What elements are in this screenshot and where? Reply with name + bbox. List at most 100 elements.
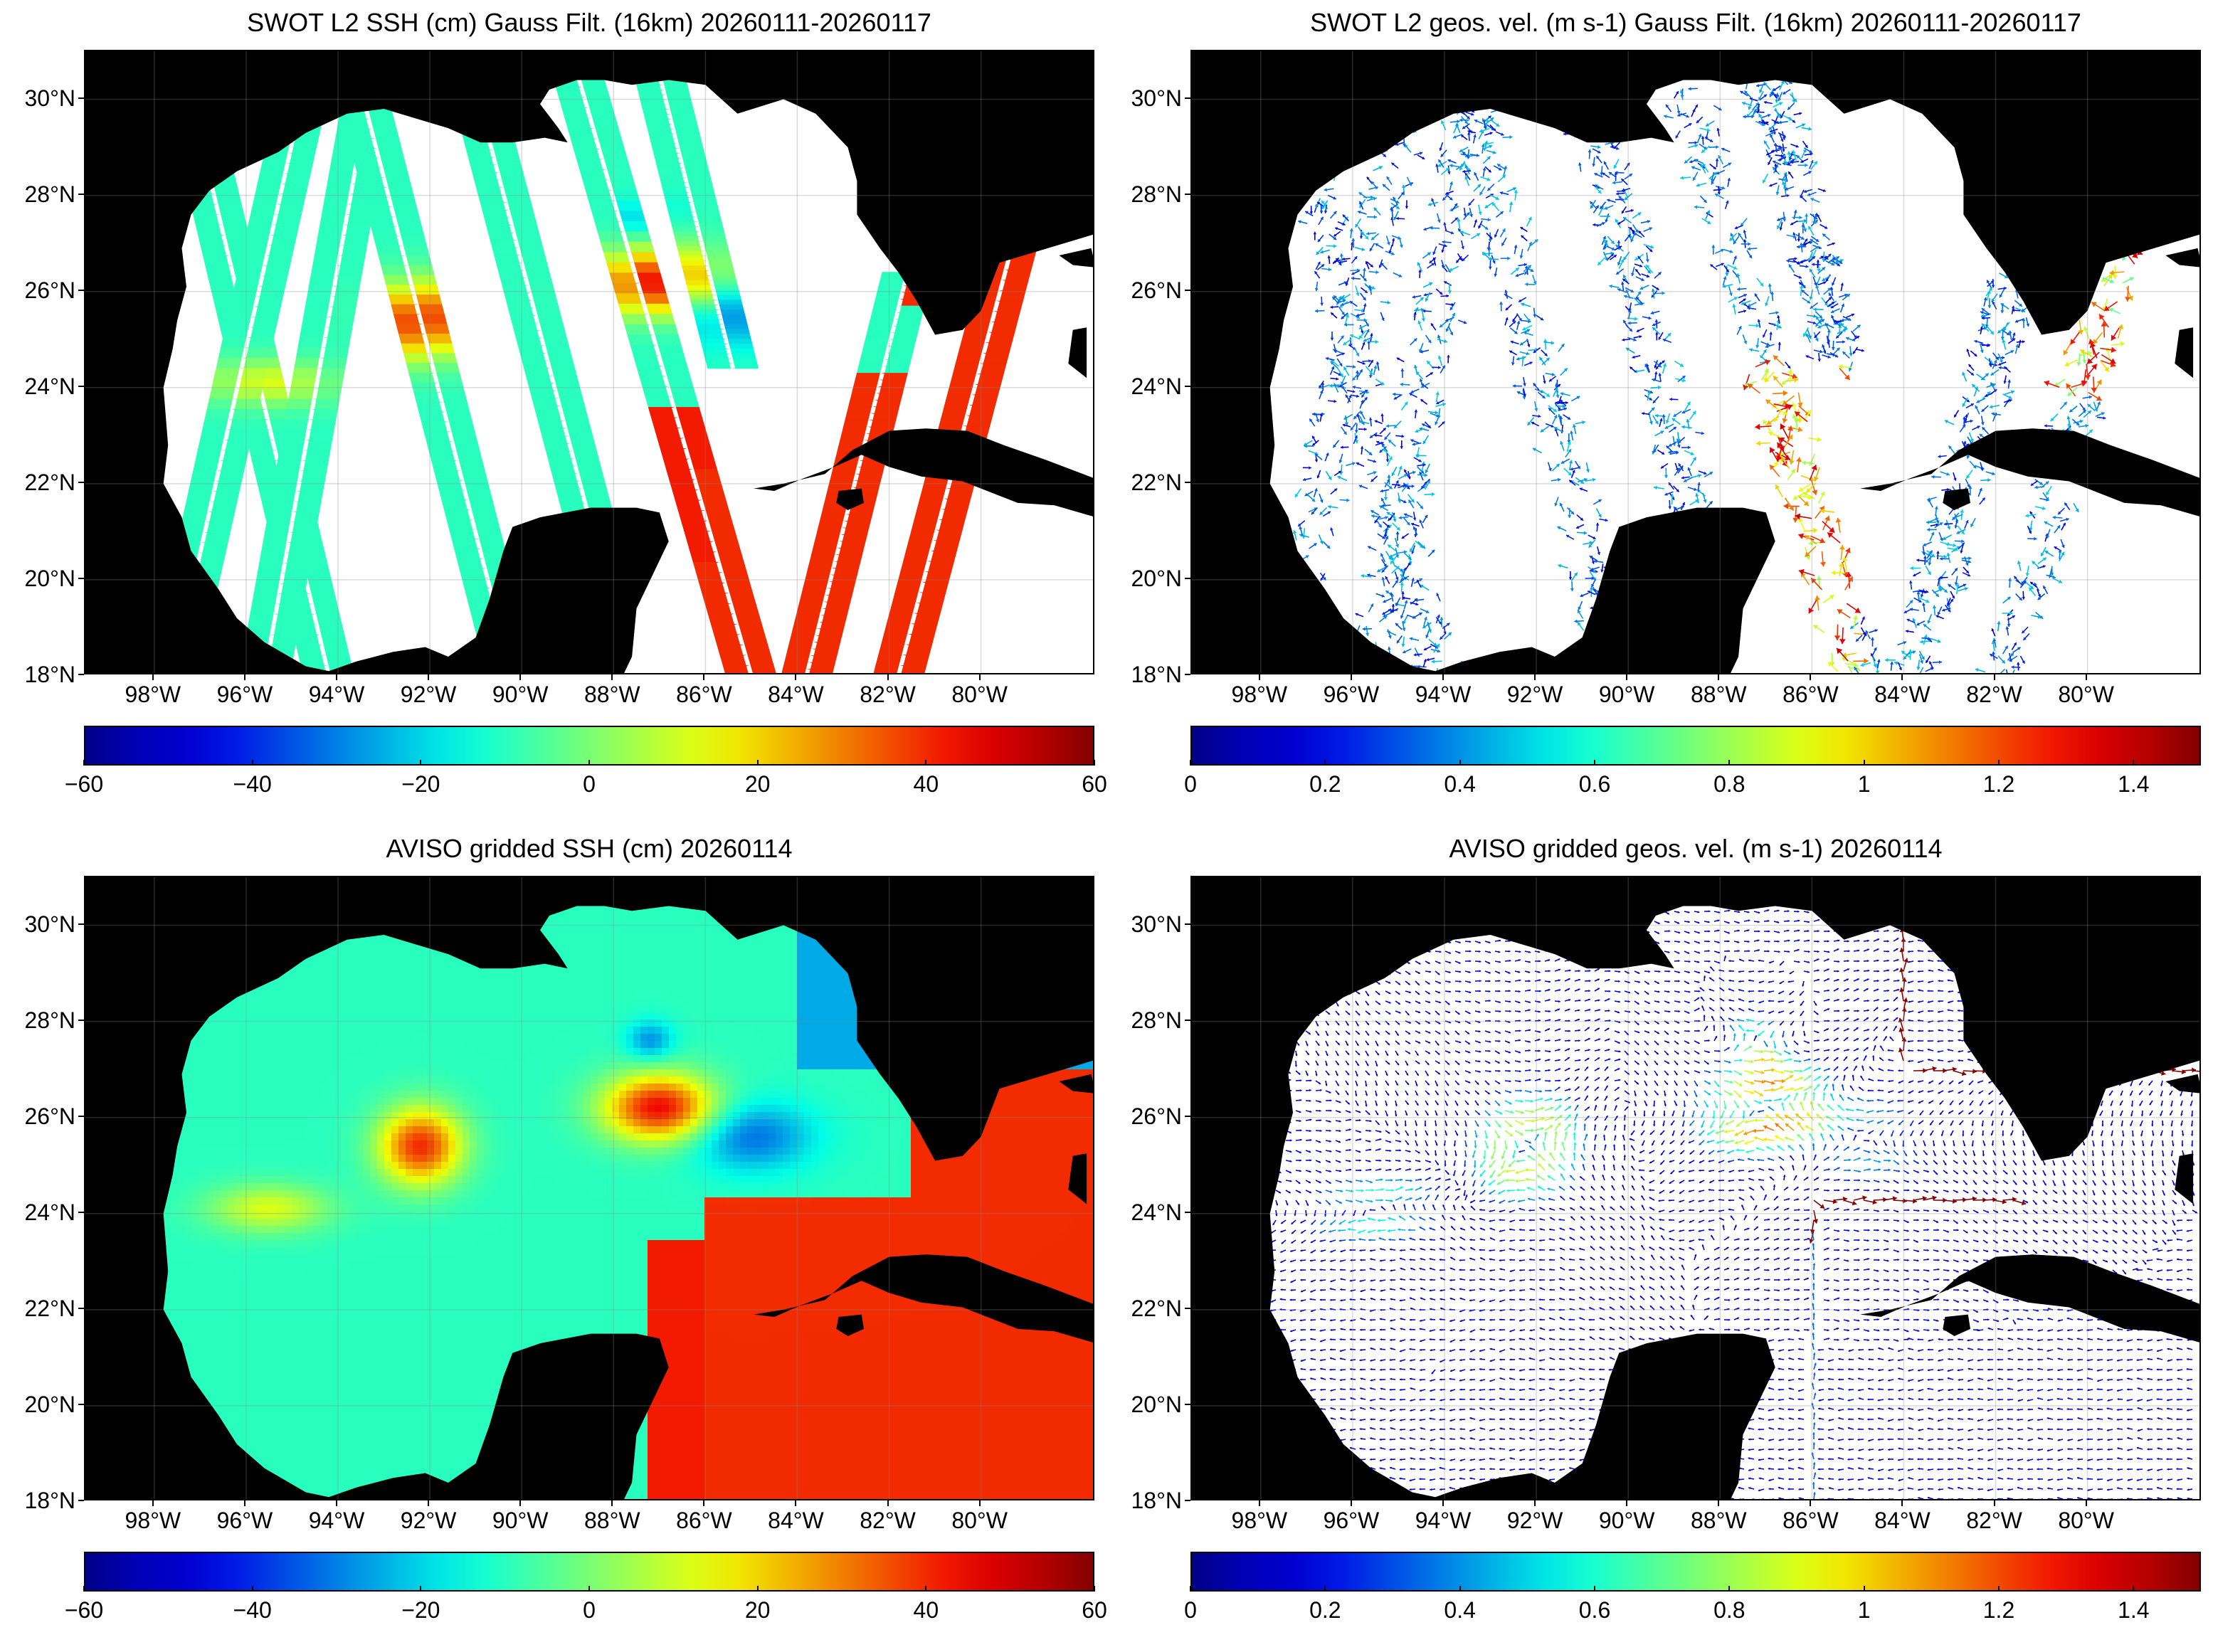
lon-tick <box>703 1500 705 1506</box>
lon-tick-label: 94°W <box>1400 682 1486 707</box>
lon-tick-label: 84°W <box>753 1508 838 1533</box>
lon-tick-label: 86°W <box>661 1508 746 1533</box>
lon-tick <box>1350 1500 1352 1506</box>
land-mask <box>85 51 1093 673</box>
colorbar-tick <box>251 760 253 766</box>
colorbar-tick-label: 0.6 <box>1552 771 1637 797</box>
lat-tick <box>78 385 84 387</box>
lat-tick <box>1185 289 1190 291</box>
map-svg <box>85 877 1093 1499</box>
lat-tick-label: 24°N <box>0 1200 76 1225</box>
lat-tick <box>1185 481 1190 483</box>
lat-tick <box>78 1019 84 1021</box>
lat-tick-label: 24°N <box>1104 374 1183 399</box>
panel-aviso-vel: AVISO gridded geos. vel. (m s-1) 2026011… <box>1106 826 2213 1652</box>
lat-tick-label: 22°N <box>1104 470 1183 495</box>
lon-tick <box>1258 674 1260 680</box>
lon-tick <box>887 1500 889 1506</box>
colorbar-tick <box>588 1586 590 1592</box>
lon-tick-label: 92°W <box>1492 1508 1578 1533</box>
lon-tick <box>1810 1500 1812 1506</box>
lon-tick-label: 94°W <box>1400 1508 1486 1533</box>
lat-tick <box>1185 1307 1190 1309</box>
colorbar-tick-label: 0.2 <box>1282 1597 1368 1623</box>
colorbar-tick-label: 1.2 <box>1956 1597 2042 1623</box>
lon-tick-label: 90°W <box>477 1508 563 1533</box>
colorbar-tick-label: 0.4 <box>1417 1597 1503 1623</box>
lon-tick-label: 96°W <box>1309 682 1394 707</box>
lat-tick <box>1185 1019 1190 1021</box>
lon-tick <box>152 1500 154 1506</box>
lat-tick <box>78 289 84 291</box>
colorbar-tick-label: 1 <box>1822 1597 1907 1623</box>
lat-tick <box>1185 923 1190 925</box>
map-svg <box>1192 51 2199 673</box>
lon-tick-label: 98°W <box>110 682 196 707</box>
map-svg <box>85 51 1093 673</box>
colorbar-tick <box>1594 1586 1595 1592</box>
lon-tick-label: 98°W <box>1217 1508 1302 1533</box>
lat-tick <box>78 1403 84 1405</box>
colorbar-tick-label: −40 <box>210 771 295 797</box>
colorbar-tick <box>1324 760 1326 766</box>
colorbar-tick-label: 60 <box>1052 771 1137 797</box>
lat-tick <box>1185 577 1190 579</box>
lon-tick-label: 92°W <box>386 1508 471 1533</box>
lat-tick <box>1185 674 1190 675</box>
lat-tick-label: 20°N <box>1104 566 1183 591</box>
colorbar-tick-label: 0.6 <box>1552 1597 1637 1623</box>
colorbar-tick <box>1459 1586 1461 1592</box>
lat-tick-label: 20°N <box>0 566 76 591</box>
colorbar-tick-label: 1.4 <box>2091 1597 2176 1623</box>
lon-tick <box>1993 674 1995 680</box>
lon-tick <box>519 674 522 680</box>
map-svg <box>1192 877 2199 1499</box>
colorbar-tick-label: 0.4 <box>1417 771 1503 797</box>
lon-tick <box>243 674 245 680</box>
lat-tick-label: 26°N <box>0 277 76 303</box>
lon-tick <box>1442 1500 1444 1506</box>
colorbar-tick <box>2133 1586 2135 1592</box>
land-mask <box>1192 877 2199 1499</box>
panel-title: SWOT L2 geos. vel. (m s-1) Gauss Filt. (… <box>1106 9 2201 37</box>
colorbar-tick-label: −60 <box>41 771 127 797</box>
lat-tick <box>78 1211 84 1213</box>
colorbar-tick <box>420 1586 422 1592</box>
lon-tick <box>428 674 430 680</box>
lat-tick <box>78 674 84 675</box>
panel-swot-ssh: SWOT L2 SSH (cm) Gauss Filt. (16km) 2026… <box>0 0 1107 826</box>
lat-tick-label: 18°N <box>0 1488 76 1513</box>
lat-tick <box>78 923 84 925</box>
lat-tick <box>78 577 84 579</box>
lon-tick <box>336 674 337 680</box>
lon-tick-label: 84°W <box>1859 1508 1945 1533</box>
colorbar <box>1190 726 2201 766</box>
lon-tick <box>611 1500 613 1506</box>
lon-tick <box>1718 1500 1720 1506</box>
lon-tick <box>1626 1500 1628 1506</box>
lon-tick-label: 84°W <box>1859 682 1945 707</box>
lat-tick-label: 30°N <box>0 911 76 937</box>
colorbar-tick-label: 0.8 <box>1686 1597 1772 1623</box>
lon-tick <box>1901 1500 1903 1506</box>
lat-tick-label: 26°N <box>1104 1103 1183 1129</box>
lon-tick <box>978 1500 981 1506</box>
panel-title: AVISO gridded geos. vel. (m s-1) 2026011… <box>1106 835 2201 863</box>
colorbar-tick <box>925 1586 927 1592</box>
map-area <box>1190 876 2201 1500</box>
lat-tick-label: 18°N <box>1104 662 1183 687</box>
lat-tick-label: 22°N <box>0 470 76 495</box>
lon-tick-label: 86°W <box>1768 682 1853 707</box>
colorbar-tick <box>2133 760 2135 766</box>
lon-tick-label: 98°W <box>110 1508 196 1533</box>
lon-tick <box>1810 674 1812 680</box>
colorbar-tick-label: 40 <box>883 771 968 797</box>
lon-tick-label: 80°W <box>937 682 1023 707</box>
lon-tick-label: 80°W <box>937 1508 1023 1533</box>
colorbar-tick-label: 1.4 <box>2091 771 2176 797</box>
colorbar-tick-label: 20 <box>715 771 801 797</box>
colorbar <box>84 726 1094 766</box>
lon-tick <box>703 674 705 680</box>
colorbar-tick-label: −20 <box>378 771 463 797</box>
colorbar-tick <box>1863 1586 1865 1592</box>
